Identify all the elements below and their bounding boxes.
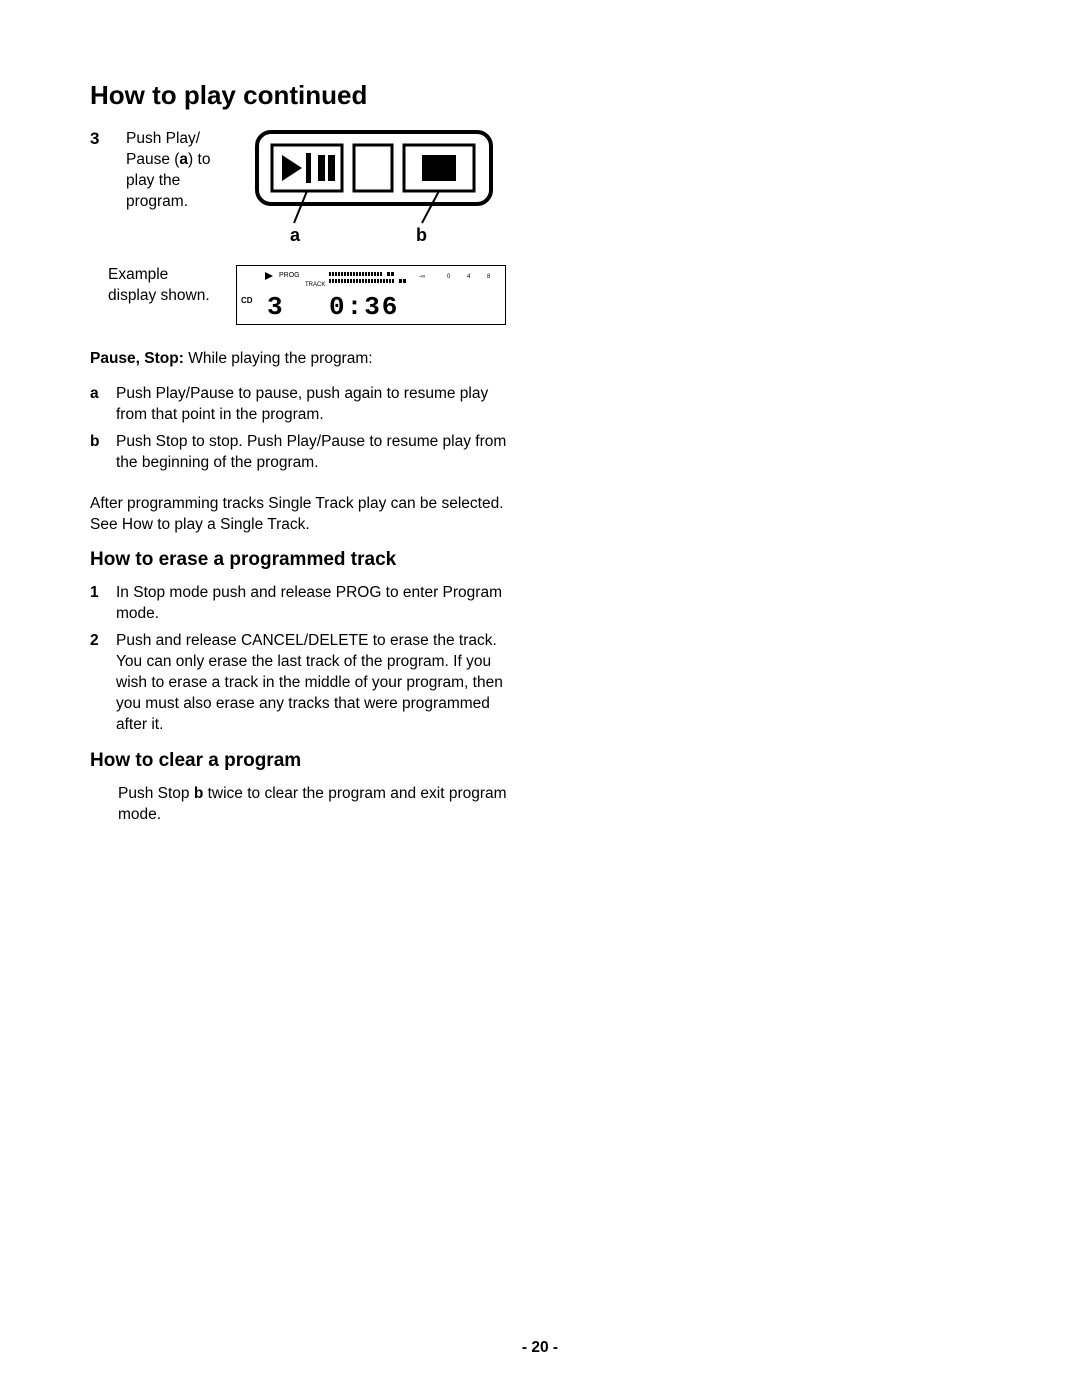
play-icon [265, 272, 275, 282]
button-panel-diagram: a b [254, 129, 494, 247]
erase-step-2: 2 Push and release CANCEL/DELETE to eras… [90, 631, 520, 736]
lcd-prog-label: PROG [279, 272, 300, 279]
erase-heading: How to erase a programmed track [90, 549, 990, 571]
erase-step-2-text: Push and release CANCEL/DELETE to erase … [116, 631, 520, 736]
list-item-a: a Push Play/Pause to pause, push again t… [90, 384, 520, 426]
example-row: Example display shown. CD PROG TRACK -∞ … [90, 265, 990, 325]
svg-text:-∞: -∞ [419, 274, 425, 280]
lcd-track-label: TRACK [305, 282, 325, 288]
erase-step-1: 1 In Stop mode push and release PROG to … [90, 583, 520, 625]
list-body-a: Push Play/Pause to pause, push again to … [116, 384, 520, 426]
after-programming-para: After programming tracks Single Track pl… [90, 494, 510, 536]
clear-text: Push Stop b twice to clear the program a… [118, 784, 538, 826]
pause-stop-intro: Pause, Stop: While playing the program: [90, 349, 510, 370]
svg-text:b: b [416, 225, 427, 245]
pause-stop-rest: While playing the program: [184, 350, 373, 367]
lcd-track-number: 3 [267, 292, 285, 322]
lcd-cd-label: CD [241, 296, 253, 305]
erase-step-1-text: In Stop mode push and release PROG to en… [116, 583, 520, 625]
page-title: How to play continued [90, 80, 990, 111]
erase-step-2-num: 2 [90, 631, 104, 736]
page-number: - 20 - [0, 1339, 1080, 1357]
lcd-meter-icon: -∞ 0 4 8 [329, 272, 499, 286]
svg-text:8: 8 [487, 274, 491, 280]
erase-step-1-num: 1 [90, 583, 104, 625]
lcd-time: 0:36 [329, 292, 399, 322]
list-body-b: Push Stop to stop. Push Play/Pause to re… [116, 432, 520, 474]
svg-text:4: 4 [467, 274, 471, 280]
pause-stop-bold: Pause, Stop: [90, 350, 184, 367]
step-3-text: Push Play/ Pause (a) to play the program… [126, 129, 236, 213]
ab-list: a Push Play/Pause to pause, push again t… [90, 384, 990, 474]
step-3-number: 3 [90, 129, 108, 149]
svg-text:0: 0 [447, 274, 451, 280]
erase-steps: 1 In Stop mode push and release PROG to … [90, 583, 990, 735]
clear-text-0: Push Stop [118, 785, 194, 802]
step-3-row: 3 Push Play/ Pause (a) to play the progr… [90, 129, 990, 247]
example-label: Example display shown. [108, 265, 218, 307]
clear-heading: How to clear a program [90, 750, 990, 772]
list-marker-b: b [90, 432, 104, 474]
list-marker-a: a [90, 384, 104, 426]
svg-text:a: a [290, 225, 301, 245]
lcd-display: CD PROG TRACK -∞ 0 4 8 3 0:36 [236, 265, 506, 325]
list-item-b: b Push Stop to stop. Push Play/Pause to … [90, 432, 520, 474]
step-3-text-bold-a: a [179, 151, 188, 168]
clear-text-bold-b: b [194, 785, 203, 802]
